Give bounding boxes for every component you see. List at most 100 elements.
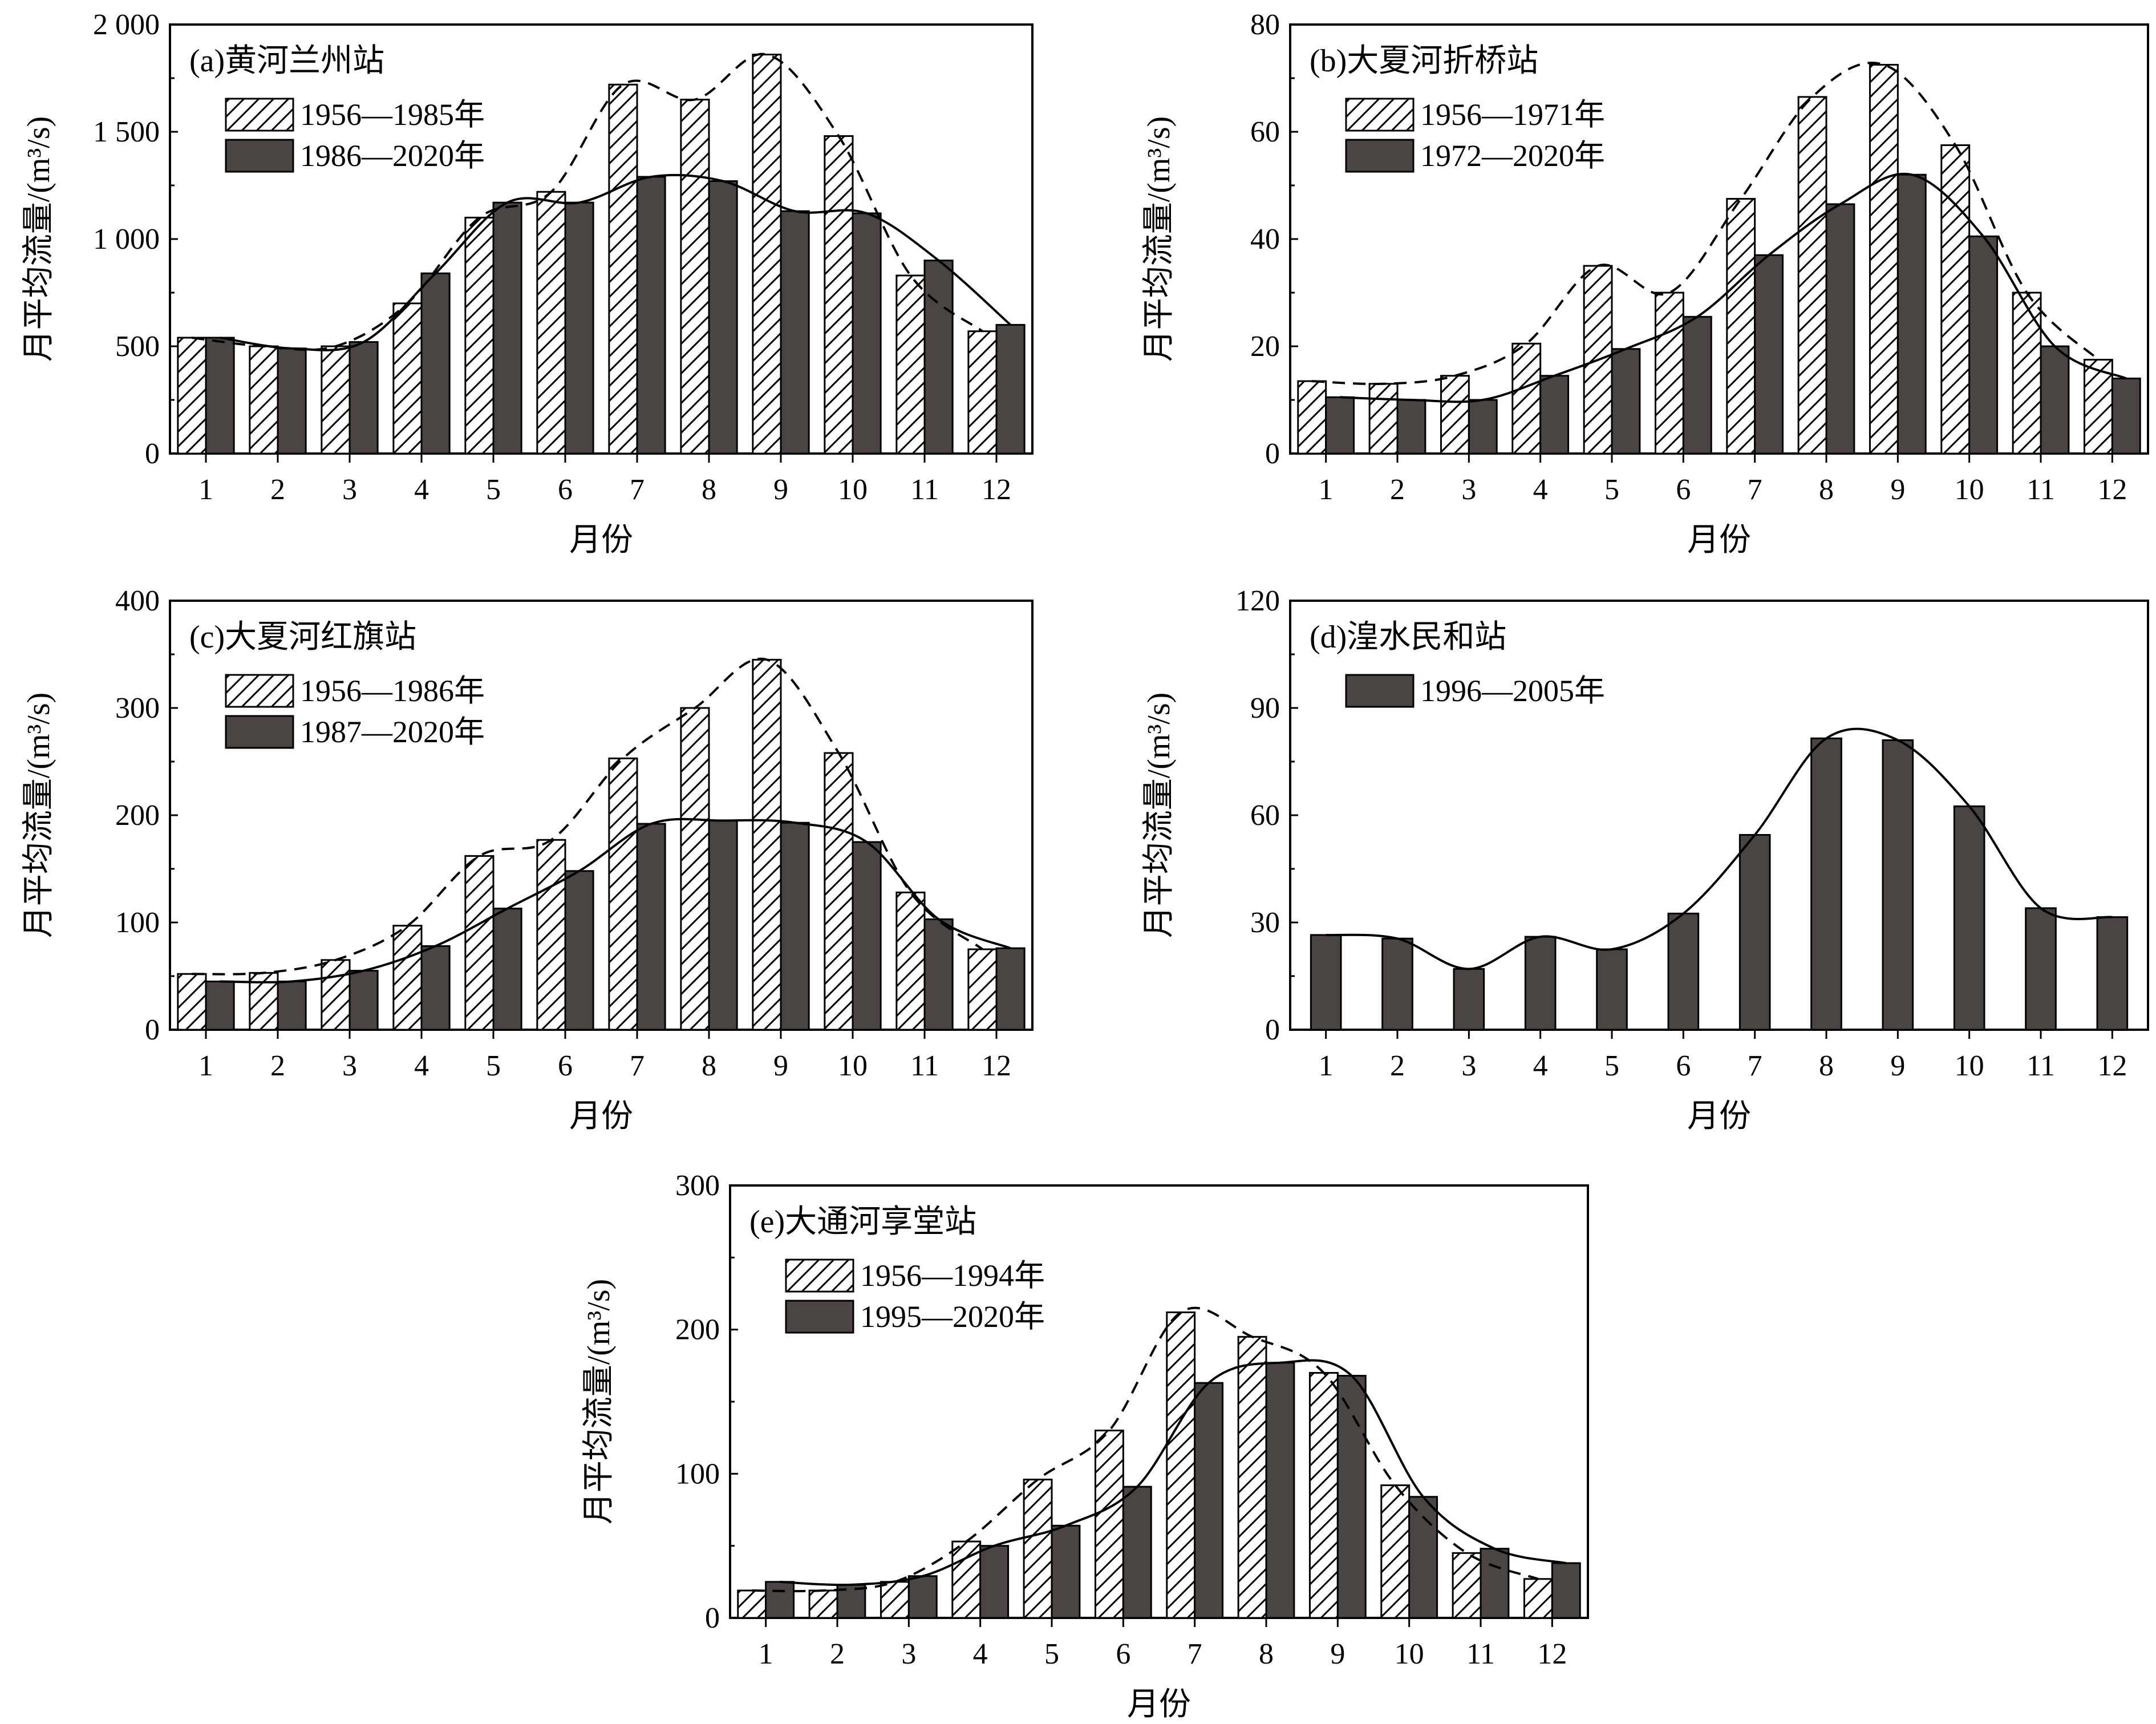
legend-label: 1986—2020年 xyxy=(300,139,485,173)
bar-dark xyxy=(1810,737,1842,1031)
x-tick-label: 5 xyxy=(486,474,501,506)
legend-swatch xyxy=(785,1258,854,1293)
series-line-dashed xyxy=(1312,62,2100,386)
bar-dark xyxy=(277,347,307,455)
bar-hatched xyxy=(536,191,566,455)
x-tick-label: 6 xyxy=(558,474,573,506)
bar-dark xyxy=(492,908,522,1031)
bar-dark xyxy=(1524,936,1557,1031)
y-tick-label: 120 xyxy=(1235,585,1280,617)
bar-dark xyxy=(205,980,235,1031)
bar-dark xyxy=(1738,833,1771,1031)
x-axis-title: 月份 xyxy=(569,523,633,558)
x-tick-label: 7 xyxy=(630,474,645,506)
y-tick-label: 40 xyxy=(1250,223,1280,256)
bar-hatched xyxy=(392,925,423,1031)
bar-dark xyxy=(277,980,307,1031)
y-tick-label: 200 xyxy=(115,799,160,832)
y-tick-label: 90 xyxy=(1250,692,1280,725)
x-tick-label: 7 xyxy=(1748,1050,1762,1082)
bar-dark xyxy=(995,947,1026,1031)
bar-dark xyxy=(1453,968,1485,1031)
x-tick-label: 3 xyxy=(1461,1050,1476,1082)
bar-dark xyxy=(2111,377,2141,455)
x-tick-label: 11 xyxy=(910,1050,939,1082)
bar-hatched xyxy=(536,839,566,1031)
bar-dark xyxy=(979,1545,1010,1619)
legend-label: 1987—2020年 xyxy=(300,715,485,749)
bar-hatched xyxy=(1511,342,1542,455)
bar-dark xyxy=(564,870,594,1031)
bar-hatched xyxy=(680,707,710,1031)
bar-hatched xyxy=(1797,96,1827,455)
bar-dark xyxy=(907,1575,938,1619)
bar-dark xyxy=(1825,203,1855,455)
x-tick-label: 7 xyxy=(630,1050,645,1082)
x-tick-label: 2 xyxy=(1390,1050,1405,1082)
y-tick-label: 100 xyxy=(675,1458,720,1490)
bar-dark xyxy=(1882,739,1914,1031)
y-tick-label: 60 xyxy=(1250,799,1280,832)
bar-hatched xyxy=(752,54,782,455)
series-line-solid xyxy=(220,173,1011,351)
x-axis-title: 月份 xyxy=(1127,1687,1191,1722)
y-tick-label: 300 xyxy=(115,692,160,725)
bar-dark xyxy=(1539,375,1570,455)
bar-hatched xyxy=(321,345,351,455)
series-line-solid xyxy=(220,818,1011,984)
x-tick-label: 10 xyxy=(838,1050,868,1082)
bar-dark xyxy=(923,260,954,455)
bar-hatched xyxy=(177,337,207,455)
legend-label: 1956—1971年 xyxy=(1420,98,1605,132)
x-tick-label: 10 xyxy=(1395,1638,1424,1670)
bar-hatched xyxy=(737,1589,767,1619)
bar-dark xyxy=(2025,907,2057,1031)
y-tick-label: 300 xyxy=(675,1169,720,1202)
x-tick-label: 7 xyxy=(1748,474,1762,506)
legend-label: 1995—2020年 xyxy=(860,1300,1045,1334)
legend-swatch xyxy=(225,674,294,708)
panel-title: (e)大通河享堂站 xyxy=(749,1204,976,1240)
bar-dark xyxy=(1336,1375,1367,1619)
bar-hatched xyxy=(1023,1478,1053,1619)
x-tick-label: 12 xyxy=(2097,1050,2127,1082)
bar-hatched xyxy=(824,135,854,455)
bar-hatched xyxy=(1297,380,1327,455)
bar-dark xyxy=(1265,1362,1295,1619)
bar-dark xyxy=(420,272,451,455)
bar-hatched xyxy=(1440,375,1470,455)
bar-dark xyxy=(636,823,666,1031)
x-tick-label: 9 xyxy=(773,474,788,506)
bar-hatched xyxy=(392,302,423,455)
bar-hatched xyxy=(895,891,926,1031)
x-tick-label: 8 xyxy=(702,474,716,506)
y-axis-title: 月平均流量/(m³/s) xyxy=(1141,693,1177,938)
bar-hatched xyxy=(1523,1578,1553,1619)
bar-dark xyxy=(852,212,882,455)
bar-dark xyxy=(708,180,738,455)
series-line-dashed xyxy=(192,52,983,351)
x-tick-label: 6 xyxy=(1676,474,1691,506)
x-tick-label: 4 xyxy=(414,474,429,506)
x-tick-label: 8 xyxy=(702,1050,716,1082)
legend-swatch xyxy=(1345,139,1415,173)
panel-title: (a)黄河兰州站 xyxy=(189,43,384,79)
x-tick-label: 1 xyxy=(198,474,213,506)
bar-dark xyxy=(780,210,810,455)
x-tick-label: 11 xyxy=(2027,474,2055,506)
bar-dark xyxy=(348,970,379,1031)
bar-dark xyxy=(765,1581,795,1619)
x-tick-label: 5 xyxy=(486,1050,501,1082)
bar-dark xyxy=(420,945,451,1031)
bar-hatched xyxy=(2012,292,2042,455)
panel-title: (b)大夏河折桥站 xyxy=(1310,43,1538,79)
legend-label: 1956—1994年 xyxy=(860,1258,1045,1293)
bar-hatched xyxy=(249,345,279,455)
x-tick-label: 4 xyxy=(414,1050,429,1082)
x-tick-label: 1 xyxy=(1319,1050,1334,1082)
x-tick-label: 10 xyxy=(1955,474,1984,506)
bar-dark xyxy=(564,201,594,455)
